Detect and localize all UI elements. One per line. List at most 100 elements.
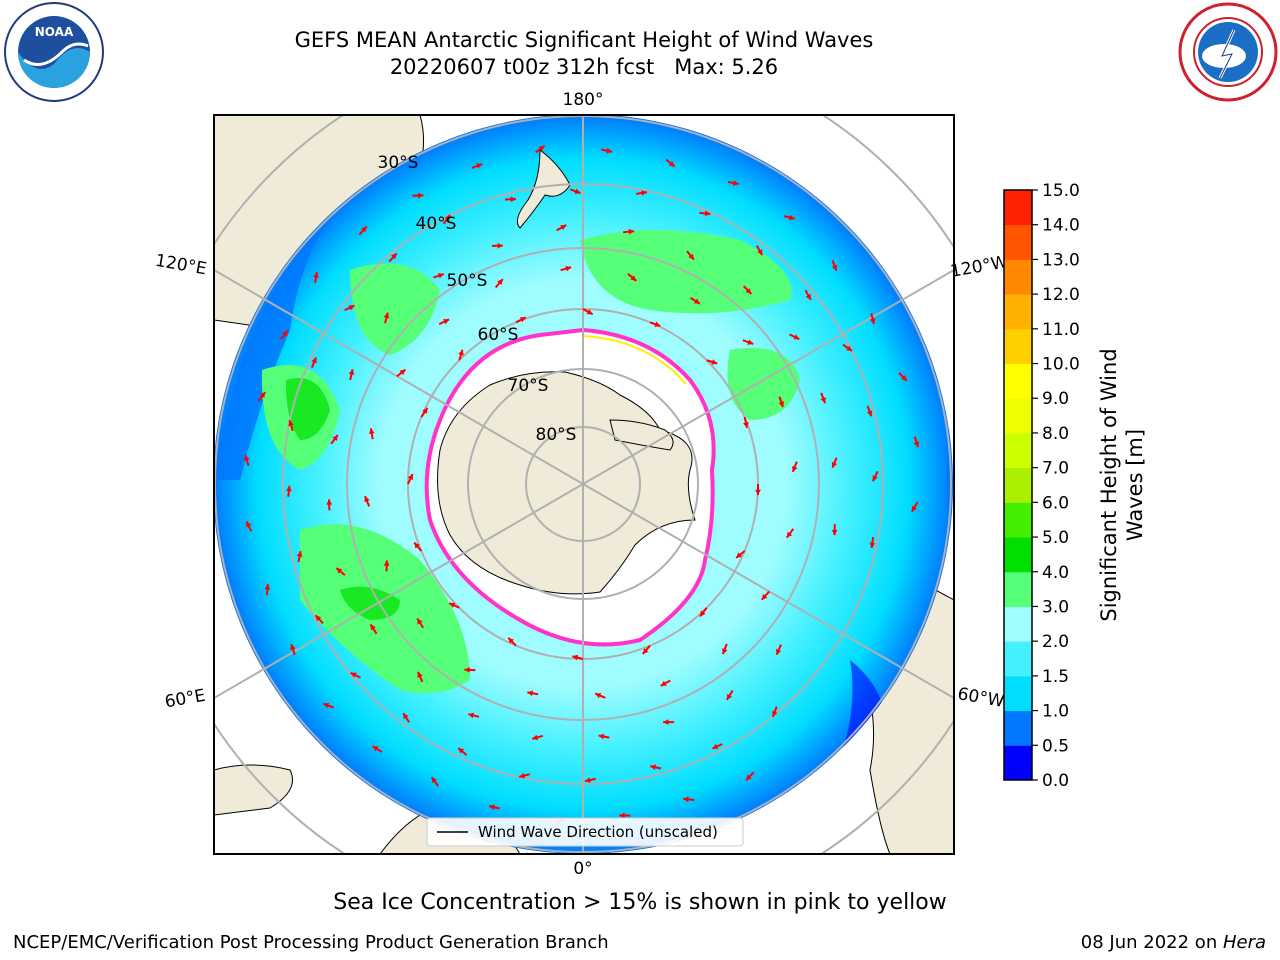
- wind-wave-arrowhead: [704, 210, 711, 217]
- wind-wave-arrowhead: [313, 272, 319, 278]
- colorbar-ticks: 0.0 0.5 1.0 1.5 2.0 3.0 4.0 5.0 6.0 7.0 8.0 9.0 10.0…: [1032, 181, 1080, 790]
- wind-wave-arrowhead: [497, 242, 503, 249]
- lat-label-70s: 70°S: [508, 376, 549, 396]
- wind-wave-arrowhead: [869, 542, 876, 549]
- wind-wave-arrowhead: [364, 496, 370, 503]
- wind-wave-arrowhead: [285, 485, 292, 492]
- colorbar-tick-label: 15.0: [1042, 181, 1080, 201]
- wind-wave-arrowhead: [315, 615, 322, 622]
- wind-wave-arrowhead: [788, 214, 795, 221]
- wind-wave-arrowhead: [726, 693, 733, 700]
- lat-label-50s: 50°S: [447, 271, 488, 291]
- wind-wave-arrowhead: [370, 624, 376, 631]
- colorbar-block: [1004, 294, 1032, 330]
- colorbar-tick-label: 7.0: [1042, 459, 1069, 479]
- wind-wave-arrowhead: [350, 672, 357, 678]
- wind-wave-arrowhead: [733, 180, 739, 186]
- lon-label-120e: 120°E: [154, 251, 208, 280]
- colorbar-label-line2: Waves [m]: [1123, 429, 1147, 541]
- sea-ice-note: Sea Ice Concentration > 15% is shown in …: [333, 890, 947, 915]
- wind-wave-arrowhead: [654, 321, 661, 327]
- wind-wave-arrowhead: [403, 713, 409, 720]
- colorbar-tick-label: 9.0: [1042, 389, 1069, 409]
- wind-wave-arrowhead: [693, 298, 700, 304]
- colorbar-block: [1004, 571, 1032, 607]
- wind-wave-arrowhead: [399, 369, 406, 376]
- colorbar-tick-label: 4.0: [1042, 563, 1069, 583]
- colorbar-block: [1004, 537, 1032, 573]
- wind-wave-arrowhead: [443, 319, 450, 325]
- wind-wave-arrowhead: [776, 648, 782, 655]
- lon-label-180: 180°: [563, 90, 604, 110]
- colorbar-tick-label: 10.0: [1042, 355, 1080, 375]
- wind-wave-arrowhead: [595, 692, 602, 699]
- wind-wave-arrowhead: [642, 648, 649, 654]
- antarctic-peninsula: [609, 419, 674, 451]
- colorbar-block: [1004, 641, 1032, 677]
- map-legend: Wind Wave Direction (unscaled): [426, 817, 744, 847]
- wind-wave-arrowhead: [712, 743, 719, 750]
- wind-wave-arrowhead: [660, 680, 667, 686]
- wind-wave-arrowhead: [628, 228, 635, 235]
- wind-wave-arrowhead: [244, 455, 250, 462]
- colorbar-block: [1004, 190, 1032, 226]
- wind-wave-arrowhead: [598, 733, 605, 740]
- wind-wave-arrowhead: [323, 702, 330, 709]
- colorbar-tick-label: 8.0: [1042, 424, 1069, 444]
- wind-wave-arrowhead: [296, 551, 303, 557]
- wind-wave-arrowhead: [264, 584, 271, 590]
- colorbar-block: [1004, 259, 1032, 295]
- wind-wave-arrowhead: [259, 392, 266, 399]
- wind-wave-arrowhead: [792, 465, 798, 472]
- wind-wave-arrowhead: [630, 275, 637, 281]
- wind-wave-arrowhead: [246, 521, 252, 528]
- wind-wave-arrowhead: [527, 690, 534, 697]
- colorbar-block: [1004, 710, 1032, 746]
- wind-wave-arrowhead: [444, 214, 450, 221]
- colorbar-block: [1004, 224, 1032, 260]
- wind-wave-arrowhead: [464, 667, 470, 673]
- wind-wave-arrowhead: [820, 397, 826, 404]
- colorbar-tick-label: 14.0: [1042, 216, 1080, 236]
- wind-wave-arrowhead: [417, 192, 424, 199]
- wind-wave-arrowhead: [326, 499, 333, 505]
- colorbar-block: [1004, 467, 1032, 503]
- wind-wave-arrowhead: [913, 441, 920, 448]
- map-frame: [213, 114, 955, 855]
- colorbar-label-line1: Significant Height of Wind: [1097, 348, 1121, 621]
- wind-wave-arrowhead: [745, 288, 752, 294]
- wind-wave-arrowhead: [348, 369, 355, 376]
- wind-wave-arrowhead: [383, 312, 390, 319]
- wind-wave-arrowhead: [282, 330, 288, 337]
- lat-label-60s: 60°S: [478, 325, 519, 345]
- legend-label: Wind Wave Direction (unscaled): [478, 823, 718, 841]
- high-wave-patch: [350, 263, 440, 355]
- colorbar-block: [1004, 502, 1032, 538]
- map-subtitle: 20220607 t00z 312h fcst Max: 5.26: [389, 55, 779, 79]
- date-stamp: 08 Jun 2022 on Hera: [1081, 932, 1266, 953]
- lon-label-0: 0°: [573, 859, 592, 879]
- wind-wave-arrowhead: [700, 610, 706, 617]
- wind-wave-arrowhead: [560, 225, 567, 231]
- wind-wave-arrowhead: [743, 422, 749, 428]
- wind-wave-arrowhead: [746, 774, 752, 781]
- wind-wave-arrowhead: [683, 796, 689, 803]
- wind-wave-arrowhead: [831, 461, 838, 468]
- wind-wave-arrowhead: [437, 273, 444, 279]
- wind-wave-arrowhead: [508, 637, 515, 644]
- wind-wave-arrowhead: [650, 764, 657, 771]
- wind-wave-arrowhead: [510, 196, 516, 203]
- wind-wave-arrowhead: [458, 747, 465, 754]
- wind-wave-arrowhead: [711, 359, 718, 365]
- wind-wave-arrowhead: [747, 339, 754, 345]
- colorbar-tick-label: 0.0: [1042, 771, 1069, 790]
- wind-wave-arrowhead: [755, 489, 761, 495]
- wind-wave-arrowhead: [786, 531, 793, 538]
- wind-wave-arrowhead: [565, 265, 572, 272]
- wind-wave-arrowhead: [519, 772, 526, 779]
- wind-wave-arrowhead: [391, 253, 397, 260]
- wind-wave-arrowhead: [519, 317, 526, 323]
- wind-wave-arrowhead: [663, 719, 669, 726]
- noaa-logo-text: NOAA: [35, 25, 74, 39]
